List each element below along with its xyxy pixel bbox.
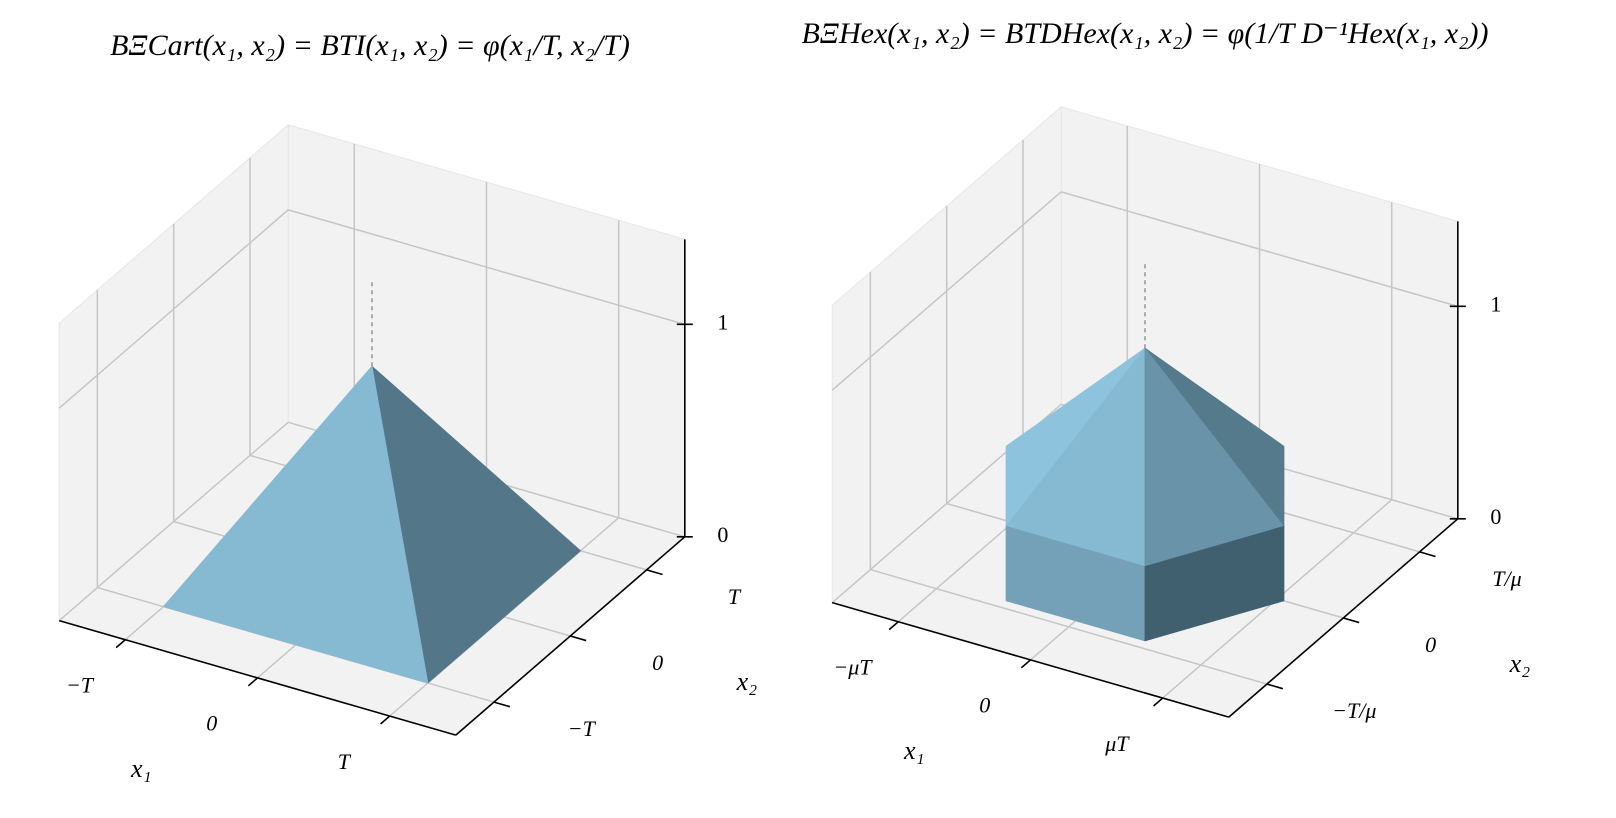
tick-mark <box>1153 697 1164 707</box>
subplot: −μT 0 μT −T/μ 0 T/μ 0 1 x₁ x₂ <box>831 105 1531 765</box>
z-tick-label: 0 <box>717 522 728 547</box>
y-axis-label: x₂ <box>1509 649 1531 678</box>
x-tick-label: −T <box>66 672 95 697</box>
tick-mark <box>1020 659 1032 669</box>
tick-mark <box>380 715 391 725</box>
grid-line <box>287 209 686 326</box>
grid-line <box>1060 191 1459 308</box>
y-tick-label: 0 <box>652 650 663 675</box>
x-tick-label: −μT <box>833 654 873 679</box>
x-tick-label: 0 <box>206 711 217 736</box>
y-tick-label: 0 <box>1425 632 1436 657</box>
tick-mark <box>493 701 511 708</box>
y-axis-label: x₂ <box>736 667 758 696</box>
subplot: −T 0 T −T 0 T 0 1 x₁ x₂ <box>58 123 758 783</box>
tick-mark <box>570 635 587 642</box>
surface-face <box>1144 525 1285 642</box>
tick-mark <box>1419 551 1436 558</box>
grid-line <box>870 568 1268 685</box>
x-tick-label: μT <box>1104 731 1130 756</box>
grid-line <box>831 191 1062 391</box>
z-tick-label: 1 <box>1490 291 1501 316</box>
tick-mark <box>646 569 663 576</box>
x-axis-label: x₁ <box>903 736 925 765</box>
chart-title: BΞHex(x₁, x₂) = BTDHex(x₁, x₂) = φ(1/T D… <box>801 17 1488 50</box>
y-tick-label: −T <box>568 716 597 741</box>
x-axis-label: x₁ <box>130 754 152 783</box>
tick-mark <box>115 639 126 649</box>
z-tick-label: 0 <box>1490 504 1501 529</box>
x-tick-label: T <box>338 749 352 774</box>
tick-mark <box>247 677 259 687</box>
grid-line <box>58 421 289 622</box>
grid-line <box>58 209 289 409</box>
surface-face <box>162 365 429 684</box>
tick-mark <box>1266 683 1284 690</box>
chart-title: BΞCart(x₁, x₂) = BTI(x₁, x₂) = φ(x₁/T, x… <box>110 29 630 62</box>
tick-mark <box>888 621 899 631</box>
y-tick-label: T <box>728 584 742 609</box>
y-tick-label: −T/μ <box>1332 698 1376 723</box>
y-tick-label: T/μ <box>1492 566 1521 591</box>
tick-mark <box>1343 617 1360 624</box>
z-tick-label: 1 <box>717 309 728 334</box>
x-tick-label: 0 <box>979 693 990 718</box>
